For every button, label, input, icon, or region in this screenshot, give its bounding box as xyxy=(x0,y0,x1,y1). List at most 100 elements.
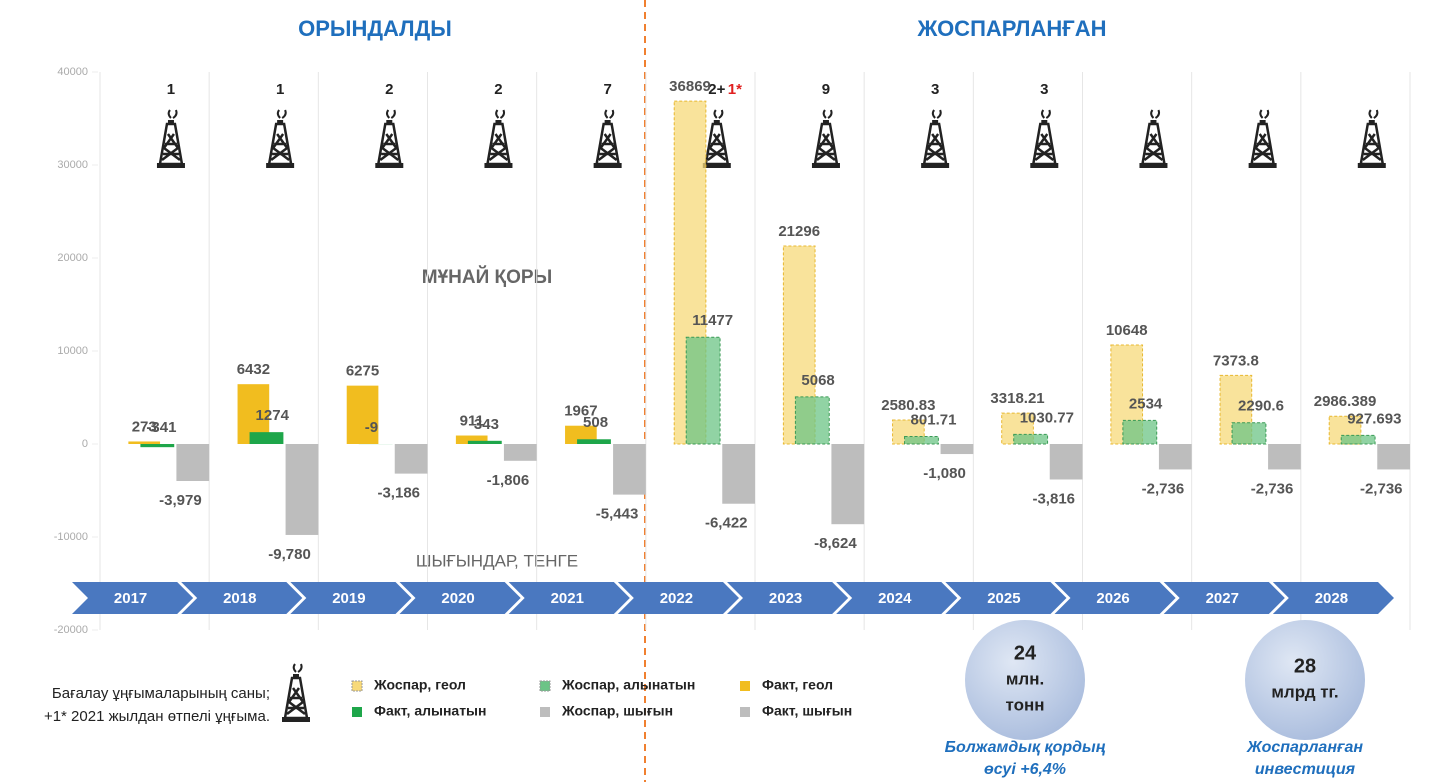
bar xyxy=(613,444,646,495)
bar xyxy=(140,444,175,448)
callout-text: млн. xyxy=(1006,669,1044,688)
bar xyxy=(394,444,428,474)
bar xyxy=(1122,419,1158,445)
callout-text: 28 xyxy=(1294,655,1316,677)
bar xyxy=(685,336,721,445)
well-icon xyxy=(155,108,187,170)
bar xyxy=(1377,444,1410,470)
x-tick-label: 2019 xyxy=(332,590,365,607)
bar xyxy=(940,444,974,455)
data-label: 6432 xyxy=(237,361,270,378)
well-count: 3 xyxy=(1040,81,1048,98)
bar xyxy=(1049,444,1083,480)
callout-circle xyxy=(965,620,1085,740)
well-icon xyxy=(483,108,514,170)
annotation: ШЫҒЫНДАР, ТЕНГЕ xyxy=(416,551,578,570)
well-icon xyxy=(1356,108,1388,170)
heading: ЖОСПАРЛАНҒАН xyxy=(916,16,1106,41)
bar xyxy=(176,444,210,482)
data-label: -1,080 xyxy=(923,465,966,482)
year-arrow xyxy=(399,582,521,614)
y-tick-label: 20000 xyxy=(57,252,88,264)
well-icon xyxy=(701,108,733,170)
data-label: 6275 xyxy=(346,363,379,380)
well-count: 2+ xyxy=(708,81,725,98)
x-tick-label: 2017 xyxy=(114,590,147,607)
data-label: 21296 xyxy=(778,223,820,240)
data-label: 508 xyxy=(583,414,608,431)
bar xyxy=(285,444,319,535)
year-arrow xyxy=(72,582,194,614)
data-label: 1274 xyxy=(256,407,290,424)
well-icon xyxy=(1247,108,1278,170)
callout-circle xyxy=(1245,620,1365,740)
bar xyxy=(577,439,611,444)
bar xyxy=(1013,433,1049,445)
bar xyxy=(722,444,755,504)
year-arrow xyxy=(1272,582,1394,614)
well-icon xyxy=(1138,108,1169,170)
data-label: -5,443 xyxy=(596,506,639,523)
year-arrow xyxy=(181,582,303,614)
bar xyxy=(1340,434,1376,445)
year-arrow xyxy=(1054,582,1176,614)
bar xyxy=(455,435,488,444)
bar xyxy=(503,444,537,461)
bar xyxy=(1231,422,1267,445)
x-tick-label: 2028 xyxy=(1315,590,1348,607)
year-arrow xyxy=(727,582,849,614)
callout-caption: Жоспарланған xyxy=(1246,739,1363,756)
data-label: 1967 xyxy=(564,403,597,420)
y-tick-label: 40000 xyxy=(57,66,88,78)
data-label: 911 xyxy=(460,412,484,429)
legend-label: Жоспар, геол xyxy=(373,677,466,693)
year-arrow xyxy=(290,582,412,614)
data-label: -3,186 xyxy=(377,485,420,502)
well-icon xyxy=(592,108,623,170)
x-tick-label: 2024 xyxy=(878,590,912,607)
data-label: -8,624 xyxy=(814,535,857,552)
data-label: 2580.83 xyxy=(881,397,935,414)
data-label: -1,806 xyxy=(487,472,530,489)
well-icon xyxy=(810,108,842,170)
y-tick-label: 30000 xyxy=(57,159,88,171)
y-tick-label: 10000 xyxy=(57,345,88,357)
well-count: 9 xyxy=(822,81,830,98)
x-tick-label: 2021 xyxy=(551,590,584,607)
legend-swatch xyxy=(352,707,362,717)
well-count: 1 xyxy=(276,81,284,98)
x-tick-label: 2022 xyxy=(660,590,693,607)
x-tick-label: 2026 xyxy=(1096,590,1129,607)
legend-label: Факт, шығын xyxy=(762,703,852,719)
year-arrow xyxy=(836,582,958,614)
heading: ОРЫНДАЛДЫ xyxy=(298,16,452,41)
data-label: 801.71 xyxy=(911,412,957,429)
legend-well-icon xyxy=(280,662,312,724)
data-label: -6,422 xyxy=(705,515,748,532)
data-label: -2,736 xyxy=(1142,480,1185,497)
bar xyxy=(1268,444,1301,470)
callout-text: 24 xyxy=(1014,642,1037,664)
footnote: Бағалау ұңғымаларының саны; xyxy=(52,685,270,702)
data-label: 36869 xyxy=(669,78,711,95)
well-count: 2 xyxy=(494,81,502,98)
year-arrow xyxy=(945,582,1067,614)
data-label: -9,780 xyxy=(268,546,311,563)
x-tick-label: 2027 xyxy=(1206,590,1239,607)
data-label: 2986.389 xyxy=(1314,393,1377,410)
well-icon xyxy=(919,108,951,170)
well-icon xyxy=(1029,108,1060,170)
data-label: 343 xyxy=(474,416,499,433)
legend-swatch xyxy=(740,707,750,717)
y-tick-label: -10000 xyxy=(54,531,88,543)
legend-swatch xyxy=(540,707,550,717)
data-label: -2,736 xyxy=(1360,480,1403,497)
year-arrow xyxy=(508,582,630,614)
bar xyxy=(1158,444,1192,470)
year-arrow xyxy=(617,582,739,614)
callout-caption: өсуі +6,4% xyxy=(984,761,1066,778)
x-tick-label: 2018 xyxy=(223,590,256,607)
annotation: МҰНАЙ ҚОРЫ xyxy=(422,266,552,288)
well-extra: 1* xyxy=(728,81,742,98)
